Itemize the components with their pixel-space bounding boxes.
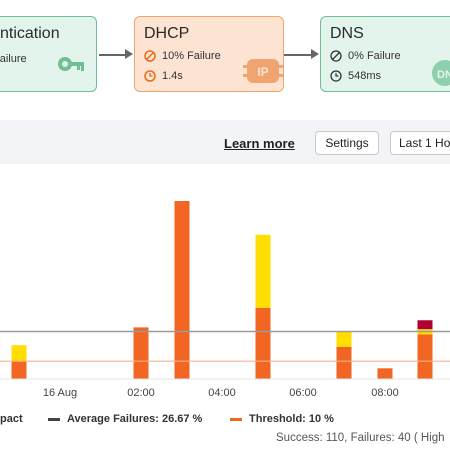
failures-bar-chart: 16 Aug 02:00 04:00 06:00 08:00 bbox=[0, 201, 450, 399]
x-tick-label: 04:00 bbox=[208, 387, 236, 399]
bar-failures-0900[interactable] bbox=[417, 334, 433, 380]
bar-high-0900[interactable] bbox=[417, 320, 433, 330]
bar-failures-0800[interactable] bbox=[377, 368, 393, 379]
authentication-card[interactable]: ntication Failure s bbox=[0, 16, 97, 92]
key-icon bbox=[58, 57, 84, 71]
average-swatch bbox=[48, 417, 60, 421]
bar-failures-2300[interactable] bbox=[11, 361, 27, 379]
dns-time: 548ms bbox=[330, 70, 381, 82]
clock-icon bbox=[144, 70, 156, 82]
legend-threshold[interactable]: Threshold: 10 % bbox=[230, 413, 334, 425]
bar-failures-0300[interactable] bbox=[174, 201, 190, 379]
settings-button[interactable]: Settings bbox=[315, 131, 379, 155]
x-tick-label: 06:00 bbox=[289, 387, 317, 399]
legend-average[interactable]: Average Failures: 26.67 % bbox=[48, 413, 202, 425]
time-range-select[interactable]: Last 1 Ho bbox=[390, 131, 450, 155]
dns-icon: DN bbox=[432, 60, 450, 86]
flow-arrow-1 bbox=[99, 54, 125, 56]
bars-group bbox=[11, 201, 433, 380]
clock-icon bbox=[330, 70, 342, 82]
x-tick-label: 02:00 bbox=[127, 387, 155, 399]
dhcp-failure: 10% Failure bbox=[144, 50, 221, 62]
x-tick-label: 16 Aug bbox=[43, 387, 77, 399]
dhcp-time: 1.4s bbox=[144, 70, 183, 82]
legend-impact: pact bbox=[0, 413, 23, 425]
threshold-swatch bbox=[230, 417, 242, 421]
learn-more-link[interactable]: Learn more bbox=[224, 136, 295, 151]
svg-text:DN: DN bbox=[437, 69, 450, 81]
dns-title: DNS bbox=[330, 25, 364, 42]
bar-failures-0500[interactable] bbox=[255, 307, 271, 379]
flow-arrowhead-2 bbox=[311, 49, 319, 59]
dns-failure: 0% Failure bbox=[330, 50, 401, 62]
flow-arrowhead-1 bbox=[125, 49, 133, 59]
flow-arrow-2 bbox=[284, 54, 311, 56]
ip-icon: IP bbox=[243, 59, 283, 83]
bar-warnings-0700[interactable] bbox=[336, 330, 352, 347]
summary-text: Success: 110, Failures: 40 ( High bbox=[276, 432, 445, 444]
bar-warnings-2300[interactable] bbox=[11, 345, 27, 362]
failure-icon bbox=[144, 50, 156, 62]
authentication-title: ntication bbox=[0, 25, 60, 42]
dns-card[interactable]: DNS 0% Failure 548ms DN bbox=[320, 16, 450, 92]
bar-failures-0700[interactable] bbox=[336, 346, 352, 379]
bar-warnings-0500[interactable] bbox=[255, 234, 271, 308]
x-tick-label: 08:00 bbox=[371, 387, 399, 399]
bar-failures-0150[interactable] bbox=[133, 327, 149, 379]
x-tick-labels: 16 Aug 02:00 04:00 06:00 08:00 bbox=[43, 387, 399, 399]
network-flow: ntication Failure s DHCP 10% Failure 1.4… bbox=[0, 0, 450, 120]
dhcp-card[interactable]: DHCP 10% Failure 1.4s IP bbox=[134, 16, 284, 92]
svg-text:IP: IP bbox=[257, 65, 268, 79]
dhcp-title: DHCP bbox=[144, 25, 190, 42]
failure-icon bbox=[330, 50, 342, 62]
authentication-failure: Failure bbox=[0, 53, 27, 65]
